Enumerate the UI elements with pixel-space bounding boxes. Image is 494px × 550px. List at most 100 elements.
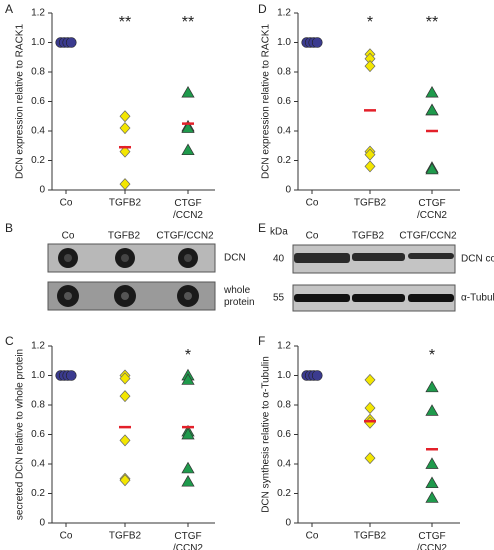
blot-spot-core bbox=[64, 292, 72, 300]
point bbox=[119, 390, 131, 403]
point bbox=[425, 491, 439, 503]
point bbox=[119, 372, 131, 385]
point bbox=[181, 373, 195, 385]
y-tick-label: 0.6 bbox=[277, 429, 291, 440]
point bbox=[364, 373, 376, 386]
point bbox=[364, 148, 376, 161]
point bbox=[119, 145, 131, 158]
significance: * bbox=[367, 14, 373, 31]
y-tick-label: 0.2 bbox=[31, 488, 45, 499]
band-label: DCN core bbox=[461, 254, 494, 265]
panel-letter: E bbox=[258, 221, 266, 235]
blot-band bbox=[294, 253, 350, 263]
point bbox=[364, 60, 376, 73]
band-label: DCN bbox=[224, 253, 246, 264]
blot-spot-core bbox=[64, 254, 72, 262]
y-tick-label: 0.4 bbox=[277, 126, 291, 137]
y-tick-label: 0.2 bbox=[31, 155, 45, 166]
point bbox=[425, 85, 439, 98]
lane-label: CTGF/CCN2 bbox=[399, 231, 457, 242]
y-tick-label: 0.8 bbox=[31, 67, 45, 78]
y-axis-label: secreted DCN relative to whole protein bbox=[15, 349, 26, 520]
y-tick-label: 0.6 bbox=[277, 96, 291, 107]
x-tick-label: CTGF/CCN2 bbox=[417, 198, 447, 221]
blot-band bbox=[294, 294, 350, 302]
y-tick-label: 0.4 bbox=[31, 126, 45, 137]
y-tick-label: 1.2 bbox=[31, 8, 45, 19]
point bbox=[181, 474, 195, 487]
lane-label: CTGF/CCN2 bbox=[156, 231, 214, 242]
significance: ** bbox=[182, 14, 194, 31]
point bbox=[311, 37, 323, 48]
significance: * bbox=[185, 347, 191, 364]
point bbox=[119, 474, 131, 487]
y-tick-label: 0.2 bbox=[277, 488, 291, 499]
blot-band bbox=[408, 294, 454, 302]
significance: ** bbox=[426, 14, 438, 31]
blot-spot-core bbox=[121, 254, 129, 262]
lane-label: Co bbox=[306, 231, 319, 242]
point bbox=[181, 427, 195, 440]
point bbox=[364, 160, 376, 173]
blot-spot-core bbox=[121, 292, 129, 300]
point bbox=[119, 434, 131, 447]
y-axis-label: DCN expression relative to RACK1 bbox=[261, 24, 272, 179]
point bbox=[65, 37, 77, 48]
point bbox=[119, 122, 131, 135]
y-tick-label: 0 bbox=[285, 185, 291, 196]
y-tick-label: 1.0 bbox=[31, 37, 45, 48]
x-tick-label: TGFB2 bbox=[109, 531, 142, 542]
lane-label: TGFB2 bbox=[352, 231, 385, 242]
point bbox=[425, 457, 439, 469]
y-tick-label: 1.0 bbox=[277, 37, 291, 48]
panel-letter: B bbox=[5, 221, 13, 235]
point bbox=[425, 476, 439, 489]
y-tick-label: 0.6 bbox=[31, 96, 45, 107]
unit-label: kDa bbox=[270, 227, 288, 238]
x-tick-label: CTGF/CCN2 bbox=[173, 531, 203, 550]
x-tick-label: Co bbox=[60, 531, 73, 542]
y-tick-label: 0.8 bbox=[277, 67, 291, 78]
y-tick-label: 1.2 bbox=[31, 341, 45, 352]
y-tick-label: 0.4 bbox=[277, 459, 291, 470]
point bbox=[181, 143, 195, 156]
y-axis-label: DCN synthesis relative to α-Tubulin bbox=[261, 356, 272, 513]
blot-band bbox=[352, 294, 405, 302]
significance: ** bbox=[119, 14, 131, 31]
point bbox=[181, 461, 195, 474]
y-tick-label: 1.2 bbox=[277, 8, 291, 19]
blot-band bbox=[352, 253, 405, 261]
y-tick-label: 0.6 bbox=[31, 429, 45, 440]
lane-label: Co bbox=[62, 231, 75, 242]
point bbox=[364, 452, 376, 465]
y-tick-label: 1.0 bbox=[31, 370, 45, 381]
panel-letter: F bbox=[258, 334, 265, 348]
point bbox=[425, 380, 439, 393]
x-tick-label: CTGF/CCN2 bbox=[417, 531, 447, 550]
y-tick-label: 0 bbox=[39, 518, 45, 529]
point bbox=[425, 162, 439, 175]
point bbox=[425, 103, 439, 116]
x-tick-label: Co bbox=[306, 198, 319, 209]
x-tick-label: Co bbox=[60, 198, 73, 209]
x-tick-label: TGFB2 bbox=[354, 198, 387, 209]
y-tick-label: 0 bbox=[285, 518, 291, 529]
panel-letter: A bbox=[5, 2, 13, 16]
x-tick-label: Co bbox=[306, 531, 319, 542]
y-axis-label: DCN expression relative to RACK1 bbox=[15, 24, 26, 179]
panel-letter: D bbox=[258, 2, 267, 16]
point bbox=[311, 370, 323, 381]
point bbox=[181, 121, 195, 133]
y-tick-label: 0.8 bbox=[31, 400, 45, 411]
size-label: 40 bbox=[273, 254, 285, 265]
significance: * bbox=[429, 347, 435, 364]
lane-label: TGFB2 bbox=[108, 231, 141, 242]
panel-letter: C bbox=[5, 334, 14, 348]
y-tick-label: 0.4 bbox=[31, 459, 45, 470]
band-label: whole protein bbox=[223, 285, 255, 308]
size-label: 55 bbox=[273, 293, 285, 304]
x-tick-label: TGFB2 bbox=[354, 531, 387, 542]
point bbox=[425, 404, 439, 416]
point bbox=[65, 370, 77, 381]
